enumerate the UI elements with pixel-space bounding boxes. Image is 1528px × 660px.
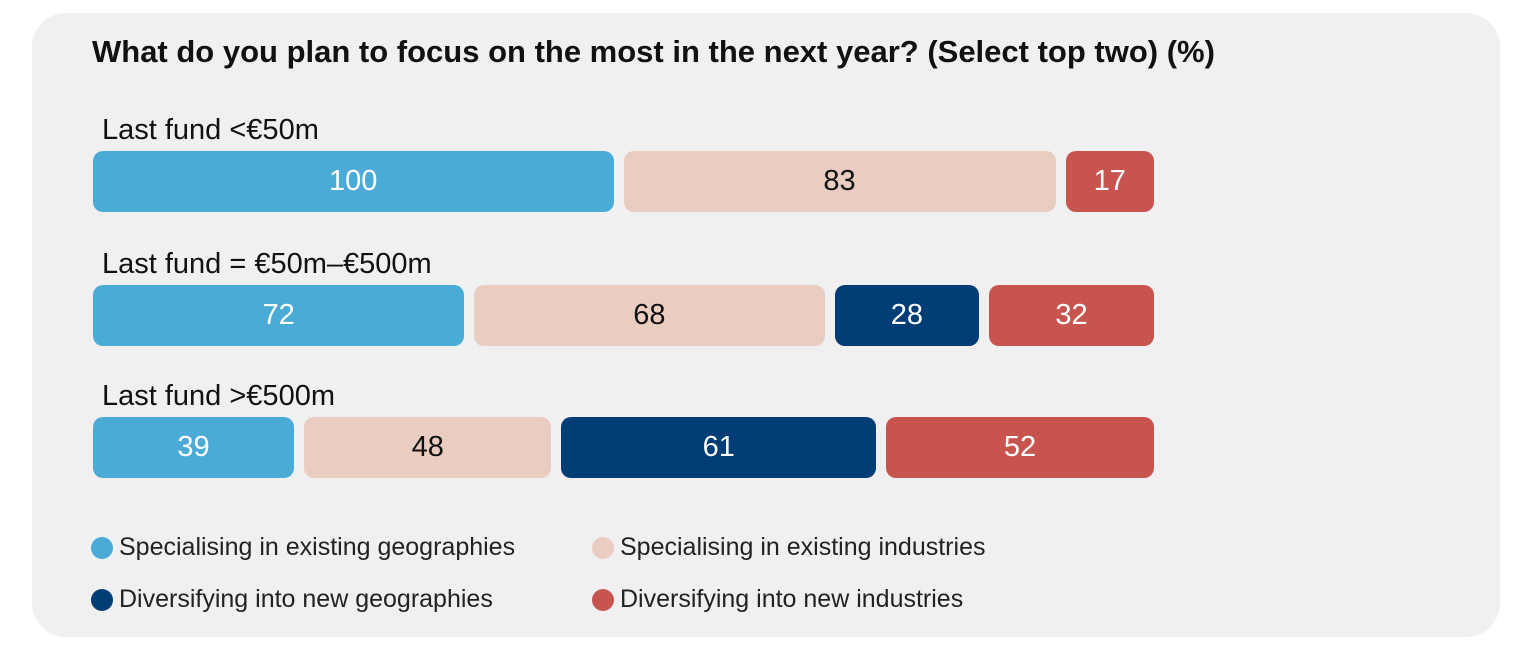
group-label: Last fund <€50m — [102, 114, 319, 146]
chart-title: What do you plan to focus on the most in… — [92, 34, 1215, 69]
bar-segment: 28 — [834, 285, 980, 346]
legend-item: Diversifying into new industries — [592, 585, 963, 614]
bar-segment: 39 — [93, 417, 295, 478]
bar-segment: 100 — [93, 151, 614, 212]
bar-segment: 68 — [474, 285, 825, 346]
group-label: Last fund = €50m–€500m — [102, 248, 432, 280]
legend-label: Specialising in existing geographies — [119, 533, 516, 561]
legend-label: Diversifying into new geographies — [119, 585, 493, 613]
legend-label: Specialising in existing industries — [620, 533, 986, 561]
bar-segment: 17 — [1065, 151, 1154, 212]
legend-swatch-icon — [592, 536, 614, 559]
bar-segment: 61 — [561, 417, 876, 478]
legend-item: Specialising in existing geographies — [91, 533, 515, 562]
group-label: Last fund >€500m — [102, 380, 335, 412]
legend-item: Specialising in existing industries — [592, 533, 985, 562]
legend-swatch-icon — [592, 588, 614, 611]
bar-segment: 32 — [989, 285, 1154, 346]
legend-swatch-icon — [91, 588, 113, 611]
legend-item: Diversifying into new geographies — [91, 585, 493, 614]
bar-segment: 52 — [885, 417, 1154, 478]
legend-swatch-icon — [91, 536, 113, 559]
bar-segment: 48 — [304, 417, 552, 478]
bar-segment: 83 — [623, 151, 1056, 212]
legend-label: Diversifying into new industries — [620, 585, 964, 613]
bar-segment: 72 — [93, 285, 465, 346]
